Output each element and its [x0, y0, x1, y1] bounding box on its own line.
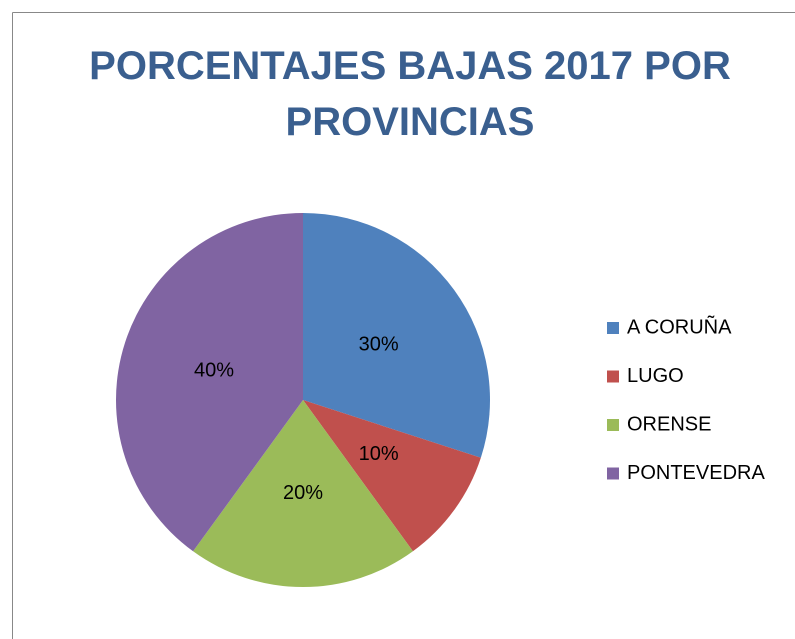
legend-swatch [607, 467, 619, 480]
legend-swatch [607, 322, 619, 334]
pie-slice [115, 213, 304, 552]
data-label: 10% [359, 443, 399, 465]
legend-label: LUGO [627, 365, 684, 387]
pie-slice [303, 213, 490, 458]
legend-label: ORENSE [627, 413, 711, 435]
chart-title: PORCENTAJES BAJAS 2017 POR PROVINCIAS [89, 44, 731, 144]
data-label: 20% [283, 482, 323, 504]
data-label: 30% [359, 333, 399, 355]
legend-label: PONTEVEDRA [627, 462, 765, 484]
legend-label: A CORUÑA [627, 314, 732, 338]
legend-swatch [607, 370, 619, 383]
pie-slice [303, 400, 481, 552]
legend-swatch [607, 419, 619, 431]
pie-slice [193, 400, 413, 588]
data-label: 40% [194, 359, 234, 381]
